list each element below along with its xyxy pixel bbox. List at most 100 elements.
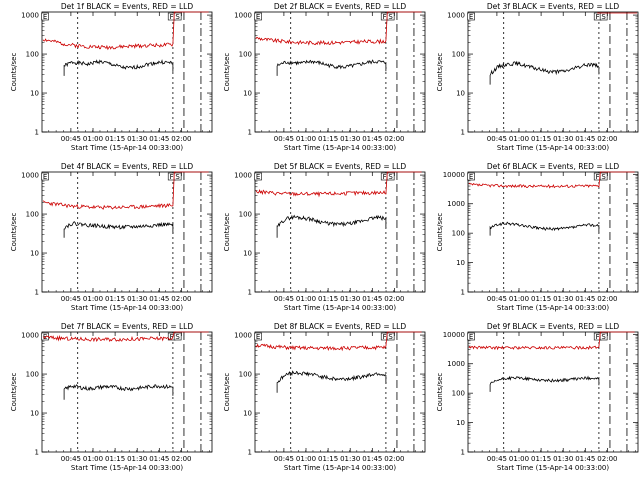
x-axis-label: Start Time (15-Apr-14 00:33:00) — [284, 144, 396, 152]
panel-6: Det 6f BLACK = Events, RED = LLD 1 10 100 10… — [436, 162, 639, 312]
y-tick-label: 10 — [456, 419, 465, 427]
y-tick-label: 100 — [239, 371, 252, 379]
x-tick-label: 01:30 — [340, 295, 360, 303]
y-tick-label: 100 — [26, 51, 39, 59]
y-tick-label: 100 — [452, 51, 465, 59]
y-tick-label: 1000 — [21, 12, 39, 20]
x-tick-label: 01:15 — [105, 295, 125, 303]
flag-label: S — [601, 13, 606, 21]
y-tick-label: 100 — [239, 211, 252, 219]
x-tick-label: 01:30 — [340, 135, 360, 143]
x-tick-label: 01:45 — [149, 135, 169, 143]
x-tick-label: 01:30 — [553, 455, 573, 463]
y-tick-label: 10 — [243, 250, 252, 258]
x-tick-label: 02:00 — [597, 135, 617, 143]
flag-label: F — [170, 173, 174, 181]
flag-box — [254, 12, 262, 21]
y-tick-label: 1 — [461, 289, 465, 297]
x-tick-label: 01:00 — [296, 295, 316, 303]
y-axis-label: Counts/sec — [10, 373, 18, 412]
y-tick-label: 100 — [452, 390, 465, 398]
x-tick-label: 01:15 — [318, 455, 338, 463]
y-tick-label: 100 — [452, 230, 465, 238]
x-tick-label: 01:00 — [509, 295, 529, 303]
panel-1: Det 1f BLACK = Events, RED = LLD 1 10 100 10… — [10, 2, 213, 152]
flag-label: F — [383, 13, 387, 21]
y-tick-label: 1 — [248, 129, 252, 137]
x-tick-label: 01:30 — [340, 455, 360, 463]
x-tick-label: 01:15 — [318, 135, 338, 143]
x-tick-label: 02:00 — [171, 295, 191, 303]
plot-frame — [41, 11, 213, 133]
flag-label: F — [596, 333, 600, 341]
series-line-events — [489, 60, 600, 85]
panel-title: Det 3f BLACK = Events, RED = LLD — [487, 2, 620, 11]
panel-title: Det 6f BLACK = Events, RED = LLD — [487, 162, 620, 171]
panel-8: Det 8f BLACK = Events, RED = LLD 1 10 100 10… — [223, 322, 426, 472]
y-tick-label: 10000 — [443, 171, 465, 179]
x-tick-label: 02:00 — [384, 135, 404, 143]
x-tick-label: 01:45 — [362, 295, 382, 303]
flag-box — [173, 332, 182, 341]
flag-box — [467, 172, 475, 181]
flag-label: S — [388, 173, 393, 181]
y-tick-label: 100 — [26, 371, 39, 379]
x-axis-label: Start Time (15-Apr-14 00:33:00) — [71, 144, 183, 152]
plot-frame — [254, 11, 426, 133]
series-line-events — [276, 370, 387, 393]
y-tick-label: 10 — [456, 90, 465, 98]
y-tick-label: 10 — [30, 410, 39, 418]
y-tick-label: 10 — [243, 410, 252, 418]
x-tick-label: 01:30 — [553, 295, 573, 303]
flag-label: F — [596, 173, 600, 181]
flag-label: F — [383, 173, 387, 181]
panel-title: Det 9f BLACK = Events, RED = LLD — [487, 322, 620, 331]
x-tick-label: 00:45 — [274, 455, 294, 463]
x-tick-label: 02:00 — [597, 455, 617, 463]
flag-box — [467, 12, 475, 21]
y-tick-label: 100 — [26, 211, 39, 219]
flag-label: E — [43, 13, 47, 21]
flag-label: F — [383, 333, 387, 341]
series-line-lld — [42, 171, 209, 210]
panel-title: Det 1f BLACK = Events, RED = LLD — [61, 2, 194, 11]
series-line-events — [489, 221, 600, 236]
x-tick-label: 00:45 — [487, 295, 507, 303]
x-tick-label: 00:45 — [274, 295, 294, 303]
x-tick-label: 02:00 — [384, 455, 404, 463]
series-line-events — [276, 59, 387, 76]
series-line-events — [276, 214, 387, 238]
y-axis-label: Counts/sec — [436, 373, 444, 412]
panel-title: Det 7f BLACK = Events, RED = LLD — [61, 322, 194, 331]
x-tick-label: 00:45 — [61, 455, 81, 463]
x-tick-label: 00:45 — [274, 135, 294, 143]
x-tick-label: 01:30 — [127, 455, 147, 463]
y-tick-label: 1000 — [21, 332, 39, 340]
y-tick-label: 10 — [456, 259, 465, 267]
flag-label: E — [469, 333, 473, 341]
flag-label: E — [256, 333, 260, 341]
y-tick-label: 1000 — [447, 12, 465, 20]
x-tick-label: 02:00 — [597, 295, 617, 303]
x-tick-label: 01:15 — [105, 455, 125, 463]
x-tick-label: 01:00 — [296, 455, 316, 463]
flag-label: S — [175, 333, 180, 341]
series-line-lld — [42, 11, 209, 51]
y-tick-label: 1000 — [234, 172, 252, 180]
x-tick-label: 01:45 — [362, 455, 382, 463]
y-tick-label: 10 — [243, 90, 252, 98]
x-tick-label: 01:00 — [509, 135, 529, 143]
x-tick-label: 01:45 — [362, 135, 382, 143]
flag-label: E — [256, 13, 260, 21]
x-tick-label: 02:00 — [384, 295, 404, 303]
x-tick-label: 01:30 — [553, 135, 573, 143]
y-tick-label: 100 — [239, 51, 252, 59]
y-axis-label: Counts/sec — [436, 53, 444, 92]
x-tick-label: 01:15 — [531, 135, 551, 143]
y-axis-label: Counts/sec — [223, 373, 231, 412]
y-tick-label: 1 — [35, 129, 39, 137]
x-tick-label: 01:00 — [296, 135, 316, 143]
y-tick-label: 1000 — [234, 332, 252, 340]
flag-box — [41, 172, 49, 181]
y-tick-label: 10 — [30, 90, 39, 98]
